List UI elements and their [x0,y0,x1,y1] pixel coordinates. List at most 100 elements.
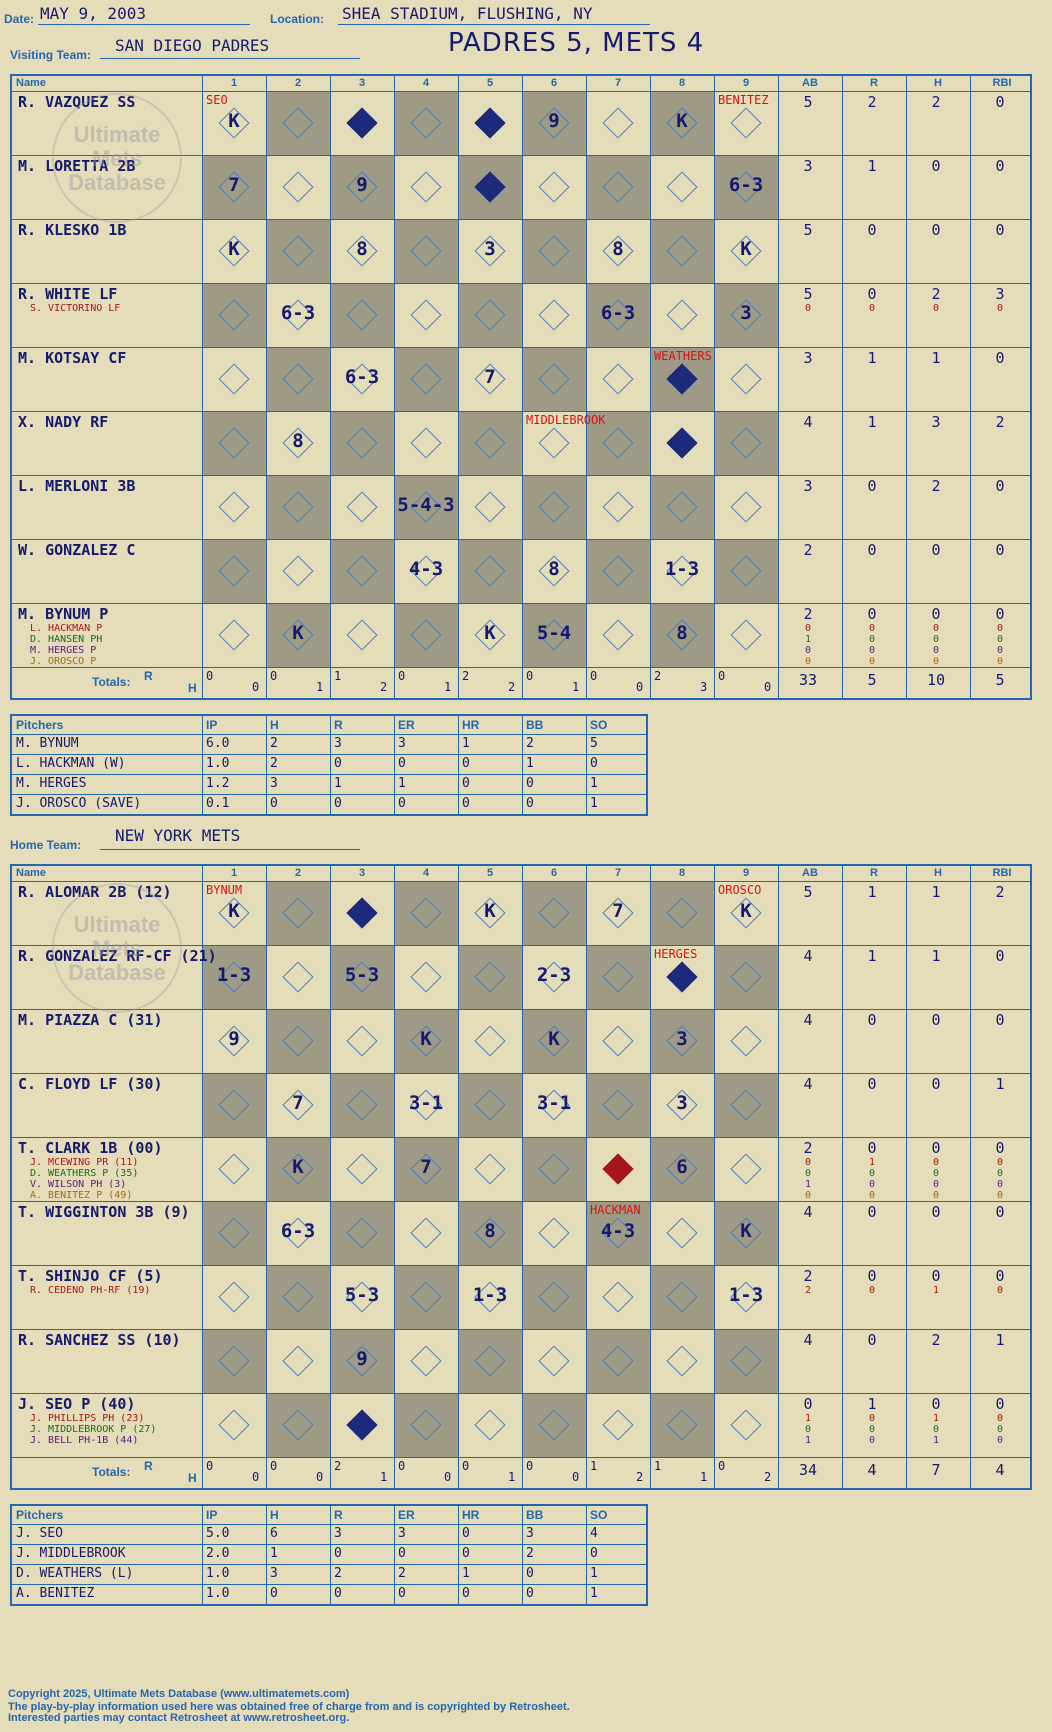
shaded-cell [586,155,650,219]
batter-stat: 0 [931,1267,941,1285]
substitute-stat: 0 [804,656,812,667]
batter-stat: 5 [803,883,813,901]
column-header-9: 9 [742,77,750,89]
pitcher-stat: 0 [270,796,278,811]
batter-stat: 3 [931,413,941,431]
pitcher-stat: 3 [270,776,278,791]
inning-hits: 3 [700,680,708,694]
pitcher-name: J. OROSCO (SAVE) [16,796,142,811]
batter-name: C. FLOYD LF (30) [18,1075,163,1093]
batter-name: M. KOTSAY CF [18,349,127,367]
pitching-change-note: HACKMAN [590,1203,641,1217]
batter-stat: 0 [867,1331,877,1349]
row-divider [12,1265,1030,1266]
run-scored-diamond [346,1409,378,1441]
base-diamond [730,363,762,395]
base-diamond [538,1217,570,1249]
base-diamond [218,1281,250,1313]
substitute-name: V. WILSON PH (3) [30,1179,127,1190]
pitcher-row-divider [12,1584,646,1585]
row-divider [12,347,1030,348]
batter-stat: 0 [995,947,1005,965]
shaded-cell [586,1201,650,1265]
substitute-stat: 1 [804,634,812,645]
substitute-name: D. WEATHERS P (35) [30,1168,139,1179]
pitcher-col-divider [458,716,459,814]
inning-divider [522,76,523,698]
substitute-stat: 1 [932,1413,940,1424]
row-divider [12,603,1030,604]
totals-label: Totals: [92,1465,131,1479]
substitute-stat: 0 [996,656,1004,667]
batter-stat: 0 [995,1203,1005,1221]
row-divider [12,1201,1030,1202]
stat-divider [842,866,843,1488]
game-date: MAY 9, 2003 [40,4,146,23]
batter-stat: 0 [867,1139,877,1157]
pitcher-stat: 0 [462,1526,470,1541]
shaded-cell [586,539,650,603]
base-diamond [538,427,570,459]
shaded-cell [714,1201,778,1265]
shaded-cell [458,283,522,347]
substitute-stat: 0 [932,1179,940,1190]
shaded-cell [330,1329,394,1393]
pitcher-col-so: SO [590,1508,608,1522]
play-mark: 9 [356,174,368,196]
batter-stat: 1 [867,1395,877,1413]
shaded-cell [586,945,650,1009]
shaded-cell [714,945,778,1009]
pitching-change-note: MIDDLEBROOK [526,413,606,427]
row-divider [12,475,1030,476]
pitching-change-note: WEATHERS [654,349,712,363]
totals-r-label: R [144,1459,153,1473]
base-diamond [410,427,442,459]
inning-hits: 2 [380,680,388,694]
pitcher-row-divider [12,754,646,755]
base-diamond [282,961,314,993]
pitcher-name: J. MIDDLEBROOK [16,1546,126,1561]
batter-stat: 0 [867,541,877,559]
shaded-cell [202,945,266,1009]
inning-divider [330,866,331,1488]
base-diamond [410,299,442,331]
pitcher-stat: 1 [462,736,470,751]
batter-stat: 0 [995,1139,1005,1157]
play-mark: 5-3 [344,964,380,986]
column-header-7: 7 [614,867,622,879]
substitute-name: J. MIDDLEBROOK P (27) [30,1424,157,1435]
watermark-text: Ultimate [73,912,161,937]
pitcher-stat: 1 [590,1586,598,1601]
inning-runs: 1 [590,1459,598,1473]
pitcher-stat: 3 [526,1526,534,1541]
batter-stat: 5 [803,93,813,111]
base-diamond [666,1217,698,1249]
column-header-5: 5 [486,867,494,879]
column-header-ab: AB [802,867,818,879]
substitute-stat: 0 [804,303,812,314]
batter-stat: 0 [995,1011,1005,1029]
base-diamond [666,299,698,331]
batter-stat: 1 [867,349,877,367]
shaded-cell [266,603,330,667]
pitcher-stat: 0 [462,1546,470,1561]
pitcher-row-divider [12,1524,646,1525]
play-mark: 7 [612,900,624,922]
pitcher-stat: 0 [590,1546,598,1561]
pitcher-stat: 2 [526,736,534,751]
inning-runs: 2 [334,1459,342,1473]
pitcher-stat: 0 [398,1586,406,1601]
substitute-name: L. HACKMAN P [30,623,103,634]
inning-divider [714,76,715,698]
batter-stat: 1 [867,157,877,175]
column-header-ab: AB [802,77,818,89]
base-diamond [666,171,698,203]
substitute-stat: 0 [932,1168,940,1179]
batter-stat: 0 [867,1203,877,1221]
run-scored-diamond [474,107,506,139]
pitcher-col-divider [394,716,395,814]
play-mark: 4-3 [600,1220,636,1242]
pitcher-stat: 1 [270,1546,278,1561]
substitute-stat: 0 [804,1424,812,1435]
shaded-cell [202,539,266,603]
